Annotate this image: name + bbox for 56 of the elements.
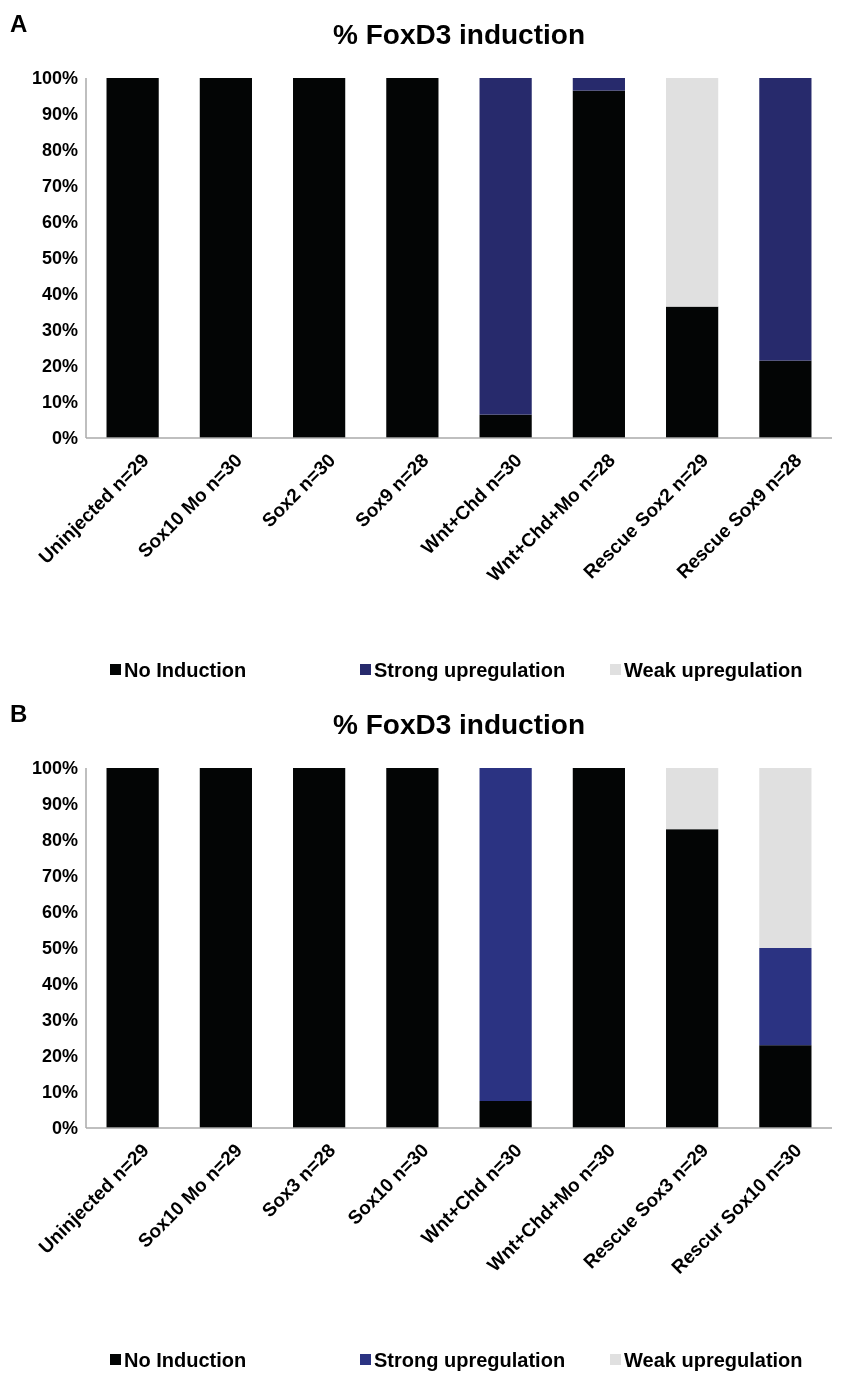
- y-tick-label: 0%: [51, 428, 78, 449]
- bar: [759, 948, 812, 1046]
- bar: [199, 78, 252, 438]
- y-tick-label: 0%: [51, 1118, 78, 1139]
- chart-title: % FoxD3 induction: [333, 709, 585, 740]
- legend-label: No Induction: [124, 659, 247, 681]
- y-tick-label: 90%: [41, 104, 78, 125]
- bar: [572, 768, 625, 1128]
- y-tick-label: 100%: [31, 68, 78, 89]
- legend-label: Weak upregulation: [624, 659, 803, 681]
- y-tick-label: 40%: [41, 974, 78, 995]
- y-tick-label: 90%: [41, 794, 78, 815]
- y-tick-label: 10%: [41, 1082, 78, 1103]
- bar: [572, 90, 625, 438]
- bar: [759, 1045, 812, 1128]
- bar: [293, 78, 346, 438]
- text: A: [10, 10, 28, 37]
- y-tick-label: 50%: [41, 938, 78, 959]
- bar: [386, 78, 439, 438]
- bar: [293, 768, 346, 1128]
- bar: [479, 414, 532, 438]
- y-tick-label: 50%: [41, 248, 78, 269]
- bar: [106, 768, 159, 1128]
- y-tick-label: 80%: [41, 830, 78, 851]
- bar: [666, 829, 719, 1128]
- y-tick-label: 70%: [41, 866, 78, 887]
- legend-label: Strong upregulation: [374, 659, 566, 681]
- bar: [199, 768, 252, 1128]
- text: B: [10, 700, 28, 727]
- bar: [106, 78, 159, 438]
- bar: [666, 768, 719, 830]
- legend-label: Strong upregulation: [374, 1349, 566, 1371]
- y-tick-label: 10%: [41, 392, 78, 413]
- bar: [666, 306, 719, 438]
- y-tick-label: 60%: [41, 902, 78, 923]
- bar: [479, 78, 532, 415]
- bar: [759, 360, 812, 438]
- y-tick-label: 30%: [41, 1010, 78, 1031]
- bar: [572, 78, 625, 91]
- y-tick-label: 60%: [41, 212, 78, 233]
- y-tick-label: 30%: [41, 320, 78, 341]
- bar: [479, 1101, 532, 1128]
- y-tick-label: 20%: [41, 356, 78, 377]
- y-tick-label: 100%: [31, 758, 78, 779]
- legend-label: Weak upregulation: [624, 1349, 803, 1371]
- y-tick-label: 20%: [41, 1046, 78, 1067]
- bar: [386, 768, 439, 1128]
- chart-title: % FoxD3 induction: [333, 19, 585, 50]
- legend-label: No Induction: [124, 1349, 247, 1371]
- bar: [666, 78, 719, 307]
- y-tick-label: 40%: [41, 284, 78, 305]
- y-tick-label: 80%: [41, 140, 78, 161]
- bar: [759, 768, 812, 948]
- y-tick-label: 70%: [41, 176, 78, 197]
- bar: [759, 78, 812, 361]
- bar: [479, 768, 532, 1101]
